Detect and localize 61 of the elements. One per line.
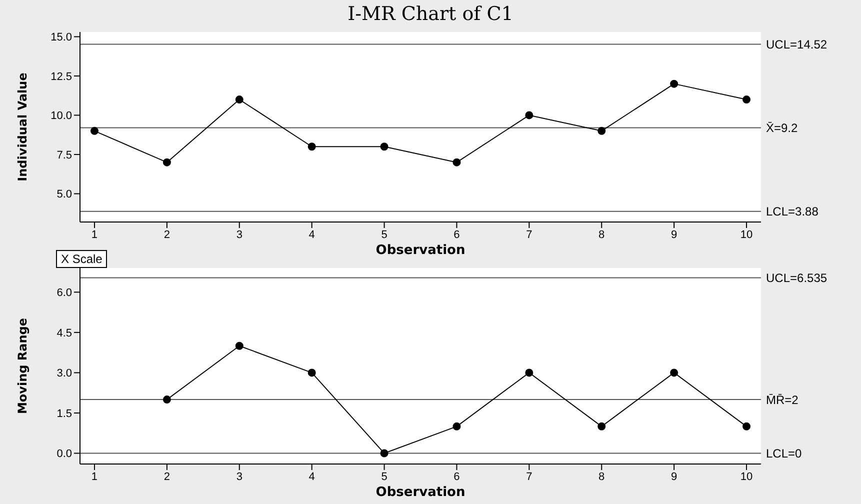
y-tick-label: 12.5 <box>50 70 72 83</box>
point <box>162 396 171 404</box>
ref-line-label: UCL=14.52 <box>766 38 828 52</box>
y-axis-title: Moving Range <box>15 318 30 414</box>
text: X Scale <box>56 250 108 268</box>
point <box>525 368 534 377</box>
ref-line-label: X̄=9.2 <box>766 121 798 136</box>
ref-line-label: M̄R̄=2 <box>766 392 799 407</box>
ref-line-label: UCL=6.535 <box>766 271 828 286</box>
ref-line-label: LCL=0 <box>766 446 802 461</box>
x-tick-label: 9 <box>671 228 678 241</box>
x-tick-label: 2 <box>164 470 170 483</box>
y-tick-label: 15.0 <box>50 32 72 44</box>
y-tick-label: 5.0 <box>56 188 72 201</box>
y-tick-label: 0.0 <box>56 448 72 460</box>
x-tick-label: 3 <box>236 470 242 483</box>
point <box>90 126 98 135</box>
x-tick-label: 2 <box>164 228 170 241</box>
y-tick-label: 6.0 <box>56 287 72 300</box>
x-tick-label: 5 <box>381 228 388 241</box>
x-tick-label: 8 <box>598 470 605 483</box>
point <box>162 158 171 166</box>
y-tick-label: 3.0 <box>56 368 72 380</box>
chart-title: I-MR Chart of C1 <box>346 2 514 26</box>
x-tick-label: 10 <box>740 228 753 241</box>
x-tick-label: 7 <box>526 228 532 241</box>
point <box>598 422 606 430</box>
x-tick-label: 6 <box>454 228 460 241</box>
point <box>598 126 606 135</box>
x-tick-label: 1 <box>91 470 98 483</box>
x-tick-label: 9 <box>671 470 678 483</box>
point <box>235 342 244 350</box>
x-tick-label: 7 <box>526 470 532 483</box>
point <box>380 142 388 151</box>
x-tick-label: 10 <box>740 470 753 483</box>
x-tick-label: 3 <box>236 228 242 241</box>
point <box>670 80 678 88</box>
point <box>235 96 244 104</box>
point <box>525 111 534 120</box>
point <box>452 158 461 166</box>
point <box>308 142 316 151</box>
y-axis-title: Individual Value <box>15 72 30 182</box>
y-tick-label: 10.0 <box>50 110 72 122</box>
point <box>452 422 461 430</box>
ref-line-label: LCL=3.88 <box>766 204 819 219</box>
y-tick-label: 1.5 <box>56 408 72 420</box>
x-tick-label: 6 <box>454 470 460 483</box>
y-tick-label: 4.5 <box>56 327 72 340</box>
point <box>308 368 316 377</box>
y-tick-label: 7.5 <box>56 149 72 162</box>
point <box>670 368 678 377</box>
x-tick-label: 4 <box>308 228 315 241</box>
x-tick-label: 1 <box>91 228 98 241</box>
x-axis-title: Observation <box>376 243 466 258</box>
x-tick-label: 5 <box>381 470 388 483</box>
x-tick-label: 8 <box>598 228 605 241</box>
point <box>742 96 751 104</box>
x-axis-title: Observation <box>376 485 466 500</box>
point <box>742 422 751 430</box>
point <box>380 449 388 458</box>
x-tick-label: 4 <box>308 470 315 483</box>
